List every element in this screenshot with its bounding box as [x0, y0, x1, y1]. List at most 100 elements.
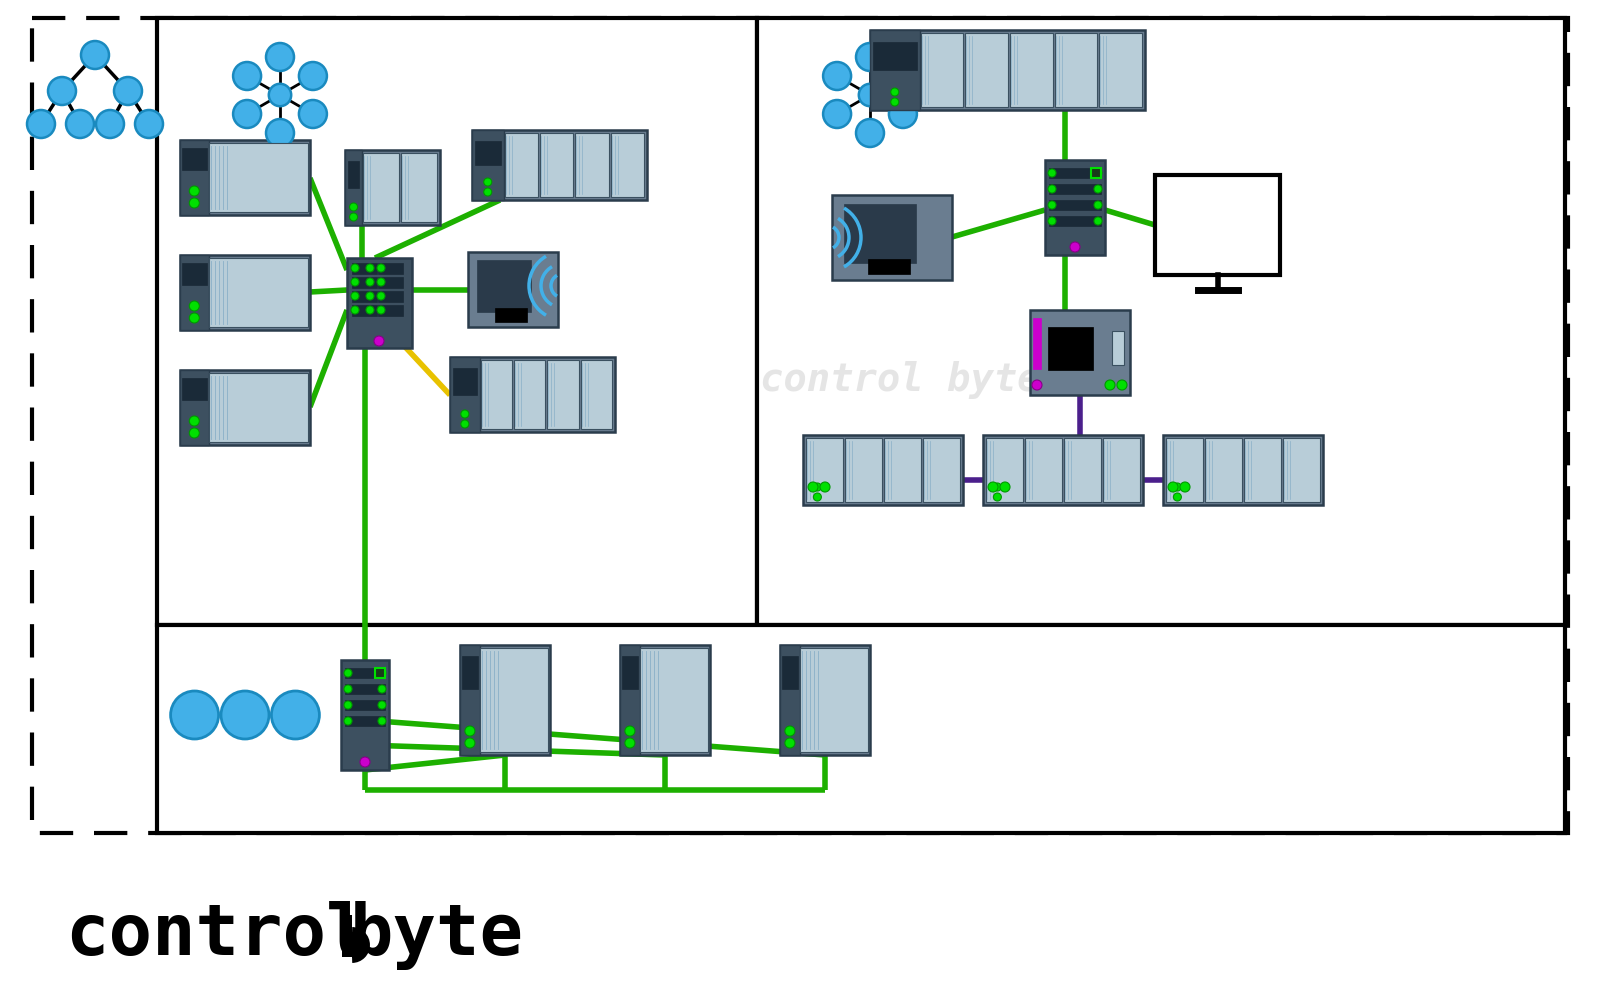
Bar — [1245, 438, 1282, 502]
Circle shape — [822, 62, 851, 90]
Bar — [341, 660, 389, 770]
Text: control byte: control byte — [760, 361, 1040, 399]
Bar — [179, 370, 208, 445]
Circle shape — [989, 482, 998, 492]
Bar — [342, 915, 352, 957]
Circle shape — [1168, 482, 1178, 492]
Bar — [32, 18, 1568, 833]
Circle shape — [134, 110, 163, 138]
Bar — [1205, 438, 1242, 502]
Circle shape — [27, 110, 54, 138]
Bar — [450, 357, 614, 432]
Bar — [870, 30, 920, 110]
Circle shape — [808, 482, 818, 492]
Circle shape — [461, 420, 469, 428]
Bar — [965, 33, 1008, 107]
Circle shape — [1106, 380, 1115, 390]
Circle shape — [272, 691, 320, 739]
Bar — [1091, 168, 1101, 178]
Circle shape — [1181, 482, 1190, 492]
Bar — [845, 438, 882, 502]
Bar — [539, 133, 573, 197]
Circle shape — [1094, 169, 1102, 177]
Bar — [1030, 310, 1130, 395]
Bar — [1102, 438, 1139, 502]
Circle shape — [890, 100, 917, 128]
Circle shape — [171, 691, 219, 739]
Bar — [1112, 331, 1123, 365]
Bar — [986, 438, 1022, 502]
Circle shape — [234, 62, 261, 90]
Bar — [208, 258, 307, 327]
Circle shape — [96, 110, 125, 138]
Circle shape — [344, 669, 352, 677]
Bar — [347, 258, 413, 348]
Bar — [621, 645, 640, 755]
Circle shape — [1070, 242, 1080, 252]
Bar — [179, 140, 208, 215]
Circle shape — [344, 685, 352, 693]
Bar — [640, 648, 707, 752]
Circle shape — [891, 98, 899, 106]
Bar — [1099, 33, 1142, 107]
Circle shape — [461, 410, 469, 418]
Circle shape — [1048, 169, 1056, 177]
Circle shape — [813, 483, 821, 491]
Bar — [480, 648, 547, 752]
Bar — [346, 150, 440, 225]
Bar — [514, 360, 546, 429]
Circle shape — [378, 669, 386, 677]
Bar — [208, 143, 307, 212]
Circle shape — [1000, 482, 1010, 492]
Circle shape — [234, 100, 261, 128]
Bar — [378, 263, 403, 274]
Bar — [179, 370, 310, 445]
Circle shape — [859, 84, 882, 106]
Bar — [472, 130, 504, 200]
Circle shape — [856, 119, 883, 147]
Circle shape — [266, 119, 294, 147]
Circle shape — [366, 306, 374, 314]
Circle shape — [994, 483, 1002, 491]
Bar — [157, 18, 757, 625]
Circle shape — [786, 726, 795, 736]
Bar — [1050, 200, 1101, 210]
Circle shape — [890, 62, 917, 90]
Circle shape — [269, 84, 291, 106]
Circle shape — [344, 701, 352, 709]
Circle shape — [856, 43, 883, 71]
Bar — [581, 360, 611, 429]
Circle shape — [189, 198, 200, 208]
Bar — [477, 259, 531, 312]
Bar — [1050, 216, 1101, 226]
Bar — [378, 277, 403, 288]
Bar — [346, 668, 386, 678]
Bar — [622, 656, 638, 689]
Circle shape — [378, 717, 386, 725]
Bar — [982, 435, 1142, 505]
Bar — [1050, 168, 1101, 178]
Bar — [920, 33, 963, 107]
Bar — [781, 645, 800, 755]
Bar — [453, 368, 477, 394]
Bar — [182, 377, 206, 400]
Bar — [1283, 438, 1320, 502]
Bar — [349, 161, 358, 188]
Circle shape — [1173, 493, 1181, 501]
Bar — [1045, 160, 1106, 255]
Circle shape — [994, 493, 1002, 501]
Bar — [504, 133, 538, 197]
Bar — [1166, 438, 1203, 502]
Text: control: control — [66, 900, 370, 970]
Circle shape — [1173, 483, 1181, 491]
Bar — [378, 291, 403, 302]
Bar — [1026, 438, 1062, 502]
Bar — [346, 150, 362, 225]
Bar — [1050, 184, 1101, 194]
Circle shape — [483, 178, 491, 186]
Circle shape — [891, 88, 899, 96]
Text: byte: byte — [350, 900, 525, 970]
Bar — [867, 259, 910, 274]
Circle shape — [822, 100, 851, 128]
Bar — [883, 438, 922, 502]
